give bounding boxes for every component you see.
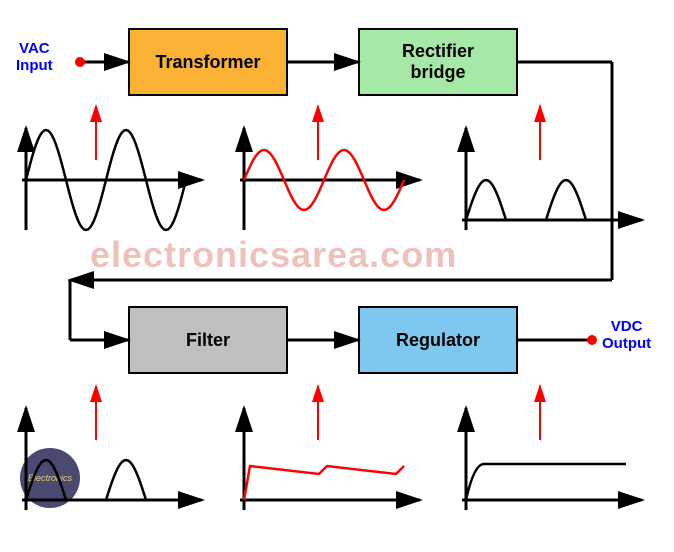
waveform-filter-out <box>240 408 420 510</box>
transformer-label: Transformer <box>155 52 260 73</box>
rectifier-block: Rectifier bridge <box>358 28 518 96</box>
input-dot <box>75 57 85 67</box>
waveform-input-sine <box>22 128 202 230</box>
rectifier-label: Rectifier bridge <box>402 41 474 83</box>
regulator-block: Regulator <box>358 306 518 374</box>
regulator-label: Regulator <box>396 330 480 351</box>
waveform-rectifier-out <box>462 128 642 230</box>
diagram-svg <box>0 0 674 552</box>
badge-label: Electronics <box>28 473 72 483</box>
filter-block: Filter <box>128 306 288 374</box>
filter-label: Filter <box>186 330 230 351</box>
transformer-block: Transformer <box>128 28 288 96</box>
waveform-transformer-out <box>240 128 420 230</box>
waveform-regulator-out <box>462 408 642 510</box>
vac-input-label: VAC Input <box>16 40 53 74</box>
electronics-badge: Electronics <box>20 448 80 508</box>
vdc-output-label: VDC Output <box>602 318 651 352</box>
watermark-text: electronicsarea.com <box>90 234 457 276</box>
output-dot <box>587 335 597 345</box>
